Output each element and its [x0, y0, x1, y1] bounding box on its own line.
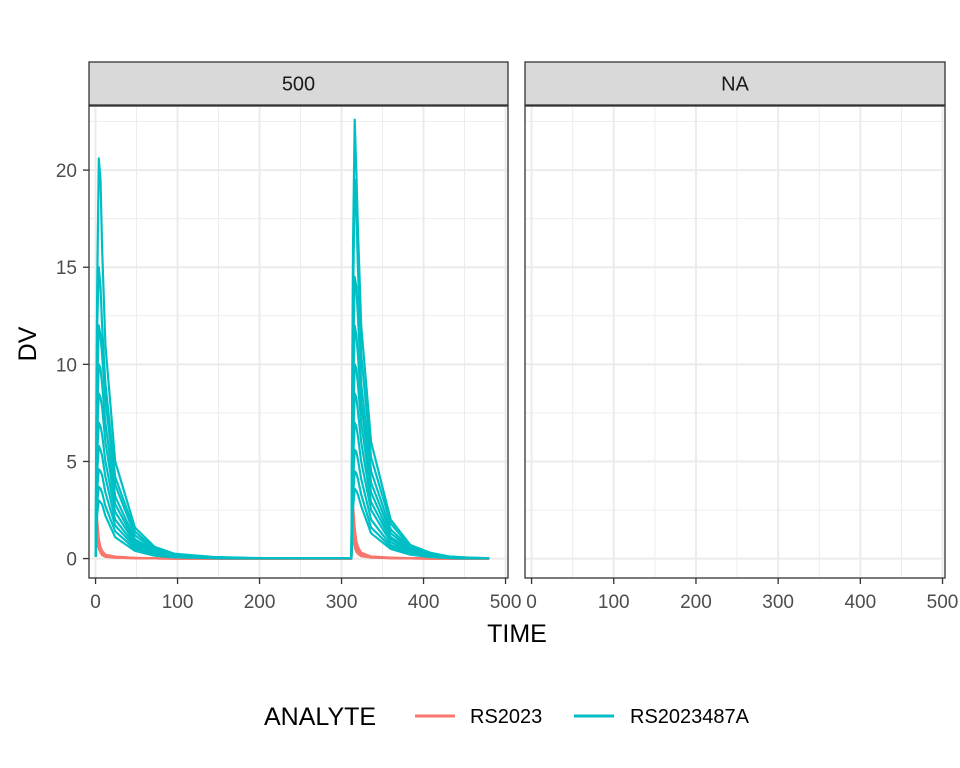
legend-label-rs2023487a: RS2023487A [630, 706, 750, 728]
legend: ANALYTE RS2023 RS2023487A [264, 703, 750, 731]
facet-strip [524, 61, 946, 106]
y-tick-label: 10 [56, 355, 77, 376]
x-tick-label: 100 [162, 592, 194, 613]
series-line-rs2023487a-15 [94, 487, 490, 560]
facet-panel-500: 500 [88, 61, 509, 579]
x-tick-label: 500 [927, 592, 959, 613]
x-tick-label: 200 [680, 592, 712, 613]
x-tick-label: 300 [326, 592, 358, 613]
x-tick-label: 400 [844, 592, 876, 613]
legend-label-rs2023: RS2023 [470, 706, 542, 728]
series-group [94, 118, 490, 560]
x-tick-label: 0 [90, 592, 101, 613]
y-axis-title: DV [14, 326, 42, 361]
legend-title: ANALYTE [264, 703, 376, 731]
facet-strip-label: NA [721, 74, 749, 96]
facet-panels: 500 NA [88, 61, 946, 579]
x-tick-label: 100 [598, 592, 630, 613]
panel-border [524, 105, 946, 579]
x-tick-label: 300 [762, 592, 794, 613]
facet-strip-label: 500 [282, 74, 315, 96]
panel-background [89, 106, 508, 578]
x-tick-label: 400 [408, 592, 440, 613]
panel-border [88, 105, 509, 579]
x-tick-label: 500 [490, 592, 522, 613]
x-axis-title: TIME [487, 620, 547, 648]
y-tick-label: 20 [56, 161, 77, 182]
y-tick-label: 15 [56, 258, 77, 279]
facet-panel-na: NA [524, 61, 946, 579]
y-tick-label: 5 [66, 452, 77, 473]
y-tick-label: 0 [66, 550, 77, 571]
x-tick-label: 0 [526, 592, 537, 613]
panel-background [525, 106, 945, 578]
facet-strip [88, 61, 509, 106]
x-tick-label: 200 [244, 592, 276, 613]
